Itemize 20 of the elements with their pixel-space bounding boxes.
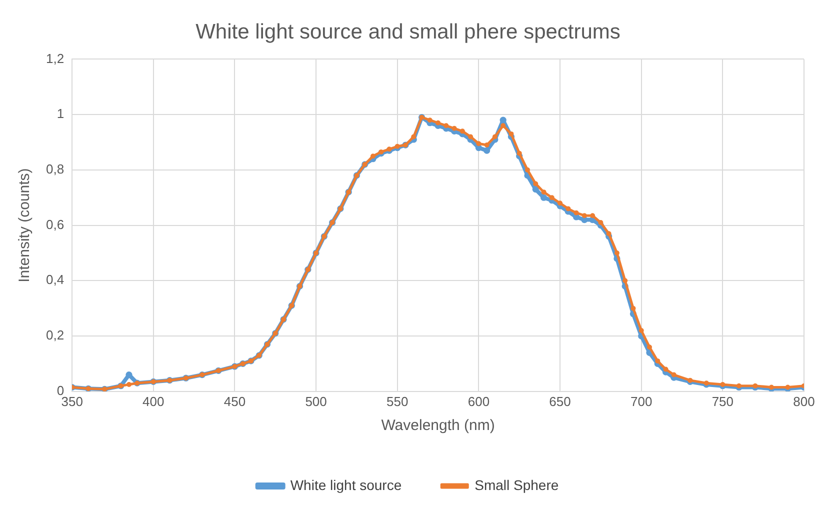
- y-tick-label: 1,2: [46, 50, 64, 66]
- y-axis-title: Intensity (counts): [16, 168, 34, 282]
- y-tick-label: 1: [56, 106, 64, 122]
- x-tick-label: 450: [224, 394, 246, 409]
- x-axis-title: Wavelength (nm): [381, 417, 495, 434]
- x-tick-label: 750: [712, 394, 734, 409]
- legend-label: Small Sphere: [474, 476, 559, 493]
- y-tick-label: 0,8: [46, 162, 64, 177]
- chart-title: White light source and small phere spectrums: [196, 20, 620, 44]
- y-tick-label: 0,2: [46, 328, 64, 343]
- x-tick-label: 550: [386, 394, 408, 409]
- x-tick-label: 600: [468, 394, 490, 409]
- x-tick-label: 800: [793, 394, 815, 409]
- y-tick-label: 0,6: [46, 216, 64, 232]
- legend-label: White light source: [290, 476, 402, 493]
- x-tick-label: 650: [549, 394, 571, 409]
- y-tick-label: 0,4: [46, 272, 64, 288]
- x-tick-label: 400: [142, 394, 164, 409]
- x-tick-label: 500: [305, 394, 327, 409]
- x-tick-label: 700: [630, 394, 652, 409]
